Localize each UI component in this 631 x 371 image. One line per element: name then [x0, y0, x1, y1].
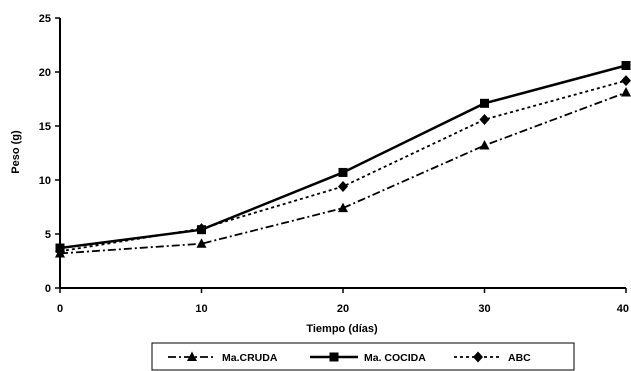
x-tick-label: 40 [617, 303, 629, 315]
x-tick-label: 30 [478, 303, 490, 315]
legend-box [151, 342, 575, 371]
data-point-ma-cocida [480, 98, 489, 108]
legend-label-ma-cruda: Ma.CRUDA [222, 352, 278, 364]
x-ticks: 0 10 20 30 40 [57, 288, 629, 315]
legend: Ma.CRUDA Ma. COCIDA ABC [151, 342, 575, 371]
data-point-abc [621, 75, 631, 87]
data-point-abc [55, 245, 65, 257]
y-tick-label: 10 [39, 175, 51, 187]
legend-marker-abc [473, 351, 483, 363]
data-point-ma-cruda [338, 202, 348, 213]
series-line-ma-cruda [59, 91, 627, 255]
y-tick-label: 5 [45, 229, 51, 241]
legend-marker-ma-cocida [329, 352, 339, 362]
y-axis-label: Peso (g) [10, 130, 22, 174]
series-line-ma-cocida [59, 64, 627, 250]
legend-label-ma-cocida: Ma. COCIDA [364, 352, 426, 364]
data-point-abc [196, 223, 207, 235]
y-tick-label: 20 [39, 67, 51, 79]
y-tick-label: 15 [39, 121, 51, 133]
y-ticks: 0 5 10 15 20 25 [39, 13, 60, 295]
x-tick-label: 20 [337, 303, 349, 315]
data-point-ma-cocida [621, 61, 631, 71]
data-point-ma-cruda [479, 139, 490, 150]
data-point-ma-cocida [338, 167, 348, 177]
data-point-ma-cruda [196, 238, 207, 248]
y-tick-label: 25 [39, 13, 51, 25]
x-tick-label: 10 [195, 303, 207, 315]
series-line-abc [59, 79, 627, 253]
y-tick-label: 0 [45, 283, 51, 295]
legend-label-abc: ABC [508, 352, 531, 364]
x-tick-label: 0 [57, 303, 63, 315]
data-point-ma-cruda [621, 87, 631, 97]
data-point-abc [479, 114, 490, 126]
x-axis-label: Tiempo (días) [306, 323, 378, 335]
data-point-abc [338, 180, 348, 192]
series-group [55, 61, 631, 258]
legend-marker-ma-cruda [187, 351, 197, 361]
